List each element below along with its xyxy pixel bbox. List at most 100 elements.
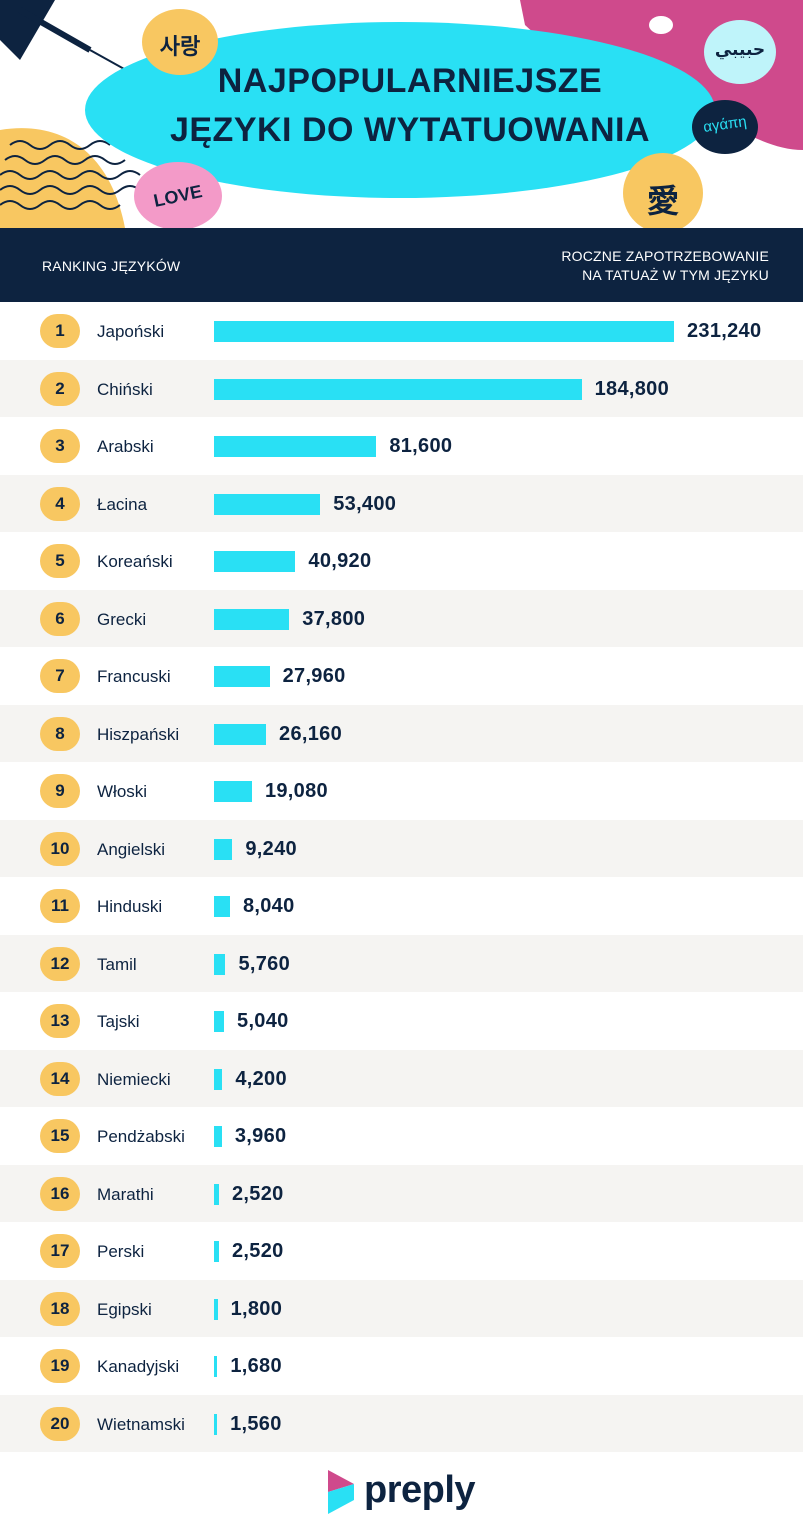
- language-label: Koreański: [97, 552, 173, 571]
- bar: [214, 1011, 225, 1032]
- language-label: Pendżabski: [97, 1127, 185, 1146]
- language-label: Grecki: [97, 609, 147, 629]
- korean-word: 사랑: [159, 34, 201, 59]
- value-label: 5,040: [237, 1010, 289, 1032]
- love-bubble: [134, 162, 222, 228]
- wavy-lines: [0, 140, 141, 210]
- language-label: Hiszpański: [97, 724, 180, 744]
- rank-badge: 12: [40, 946, 80, 981]
- language-label: Kanadyjski: [97, 1357, 180, 1376]
- chinese-word: 愛: [646, 183, 679, 219]
- bar: [214, 953, 226, 975]
- brand-name: preply: [364, 1469, 476, 1511]
- value-label: 37,800: [302, 607, 366, 630]
- chart-row: 12 Tamil 5,760: [0, 934, 803, 992]
- bar: [214, 1413, 218, 1435]
- arabic-bubble: [704, 20, 776, 84]
- demand-header-line-1: ROCZNE ZAPOTRZEBOWANIE: [561, 248, 769, 264]
- bar: [214, 781, 252, 802]
- rank-badge: 17: [40, 1234, 80, 1268]
- language-label: Niemiecki: [97, 1069, 171, 1089]
- rank-badge: 5: [40, 544, 80, 578]
- footer: preply: [0, 1452, 803, 1536]
- chart-row: 20 Wietnamski 1,560: [0, 1394, 803, 1452]
- value-label: 2,520: [232, 1182, 284, 1205]
- language-label: Marathi: [97, 1184, 154, 1204]
- arabic-word: حبيبي: [714, 40, 766, 59]
- value-label: 9,240: [245, 837, 297, 860]
- value-label: 26,160: [279, 722, 343, 745]
- demand-header-label: ROCZNE ZAPOTRZEBOWANIE NA TATUAŻ W TYM J…: [561, 247, 769, 285]
- white-dot: [649, 16, 673, 34]
- language-label: Francuski: [97, 667, 171, 686]
- chart-row: 7 Francuski 27,960: [0, 647, 803, 705]
- bar: [214, 1126, 222, 1147]
- value-label: 19,080: [264, 780, 328, 802]
- bar: [214, 1068, 223, 1090]
- chart-row: 14 Niemiecki 4,200: [0, 1049, 803, 1107]
- ranking-header-label: RANKING JĘZYKÓW: [42, 258, 181, 274]
- rank-badge: 13: [40, 1004, 80, 1038]
- bar: [214, 896, 230, 917]
- rank-badge: 6: [40, 601, 80, 636]
- value-label: 231,240: [687, 320, 762, 342]
- chinese-bubble: [623, 153, 703, 228]
- yellow-blob: [0, 128, 125, 228]
- bar: [214, 1298, 218, 1320]
- rank-badge: 15: [40, 1119, 80, 1153]
- tattoo-needle-icon: [0, 0, 136, 76]
- bar: [214, 1241, 219, 1262]
- hero-banner: NAJPOPULARNIEJSZE JĘZYKI DO WYTATUOWANIA…: [0, 0, 803, 228]
- value-label: 1,560: [230, 1412, 282, 1435]
- chart-row: 4 Łacina 53,400: [0, 474, 803, 532]
- value-label: 1,800: [230, 1297, 283, 1320]
- rank-badge: 7: [40, 659, 80, 693]
- bar: [214, 608, 290, 630]
- bar: [214, 838, 233, 860]
- chart-row: 19 Kanadyjski 1,680: [0, 1337, 803, 1395]
- value-label: 5,760: [238, 952, 291, 975]
- bar: [214, 551, 296, 572]
- chart-row: 18 Egipski 1,800: [0, 1279, 803, 1337]
- rank-badge: 20: [40, 1406, 80, 1441]
- value-label: 1,680: [230, 1355, 282, 1377]
- language-label: Arabski: [97, 437, 154, 456]
- rank-badge: 4: [40, 486, 80, 521]
- chart-row: 13 Tajski 5,040: [0, 992, 803, 1050]
- chart-row: 9 Włoski 19,080: [0, 762, 803, 820]
- chart-row: 16 Marathi 2,520: [0, 1164, 803, 1222]
- chart-row: 3 Arabski 81,600: [0, 417, 803, 475]
- korean-bubble: [142, 9, 218, 75]
- rank-badge: 18: [40, 1291, 80, 1326]
- preply-logo-icon: [328, 1470, 354, 1514]
- rank-badge: 19: [40, 1349, 80, 1383]
- chart-row: 17 Perski 2,520: [0, 1222, 803, 1280]
- rank-badge: 1: [40, 314, 80, 348]
- value-label: 27,960: [282, 665, 346, 687]
- rank-badge: 3: [40, 429, 80, 463]
- language-label: Włoski: [97, 782, 148, 801]
- bar: [214, 378, 582, 400]
- rank-badge: 16: [40, 1176, 80, 1211]
- language-label: Angielski: [97, 839, 166, 859]
- title-ellipse: [85, 22, 715, 198]
- language-label: Łacina: [97, 494, 148, 514]
- language-label: Egipski: [97, 1299, 152, 1319]
- chart-row: 6 Grecki 37,800: [0, 589, 803, 647]
- chart-row: 5 Koreański 40,920: [0, 532, 803, 590]
- value-label: 184,800: [594, 377, 670, 400]
- language-label: Perski: [97, 1242, 145, 1261]
- rank-badge: 11: [40, 889, 80, 923]
- title-line-2: JĘZYKI DO WYTATUOWANIA: [169, 111, 651, 149]
- ranking-chart: 1 Japoński 231,240 2 Chiński 184,800 3 Arabski 8…: [0, 302, 803, 1452]
- rank-badge: 14: [40, 1061, 80, 1096]
- chart-row: 2 Chiński 184,800: [0, 359, 803, 417]
- chart-row: 15 Pendżabski 3,960: [0, 1107, 803, 1165]
- demand-header-line-2: NA TATUAŻ W TYM JĘZYKU: [582, 267, 769, 283]
- chart-row: 1 Japoński 231,240: [0, 302, 803, 360]
- greek-bubble: [692, 100, 758, 154]
- rank-badge: 2: [40, 371, 80, 406]
- rank-badge: 10: [40, 831, 80, 866]
- chart-row: 11 Hinduski 8,040: [0, 877, 803, 935]
- bar: [214, 1356, 218, 1377]
